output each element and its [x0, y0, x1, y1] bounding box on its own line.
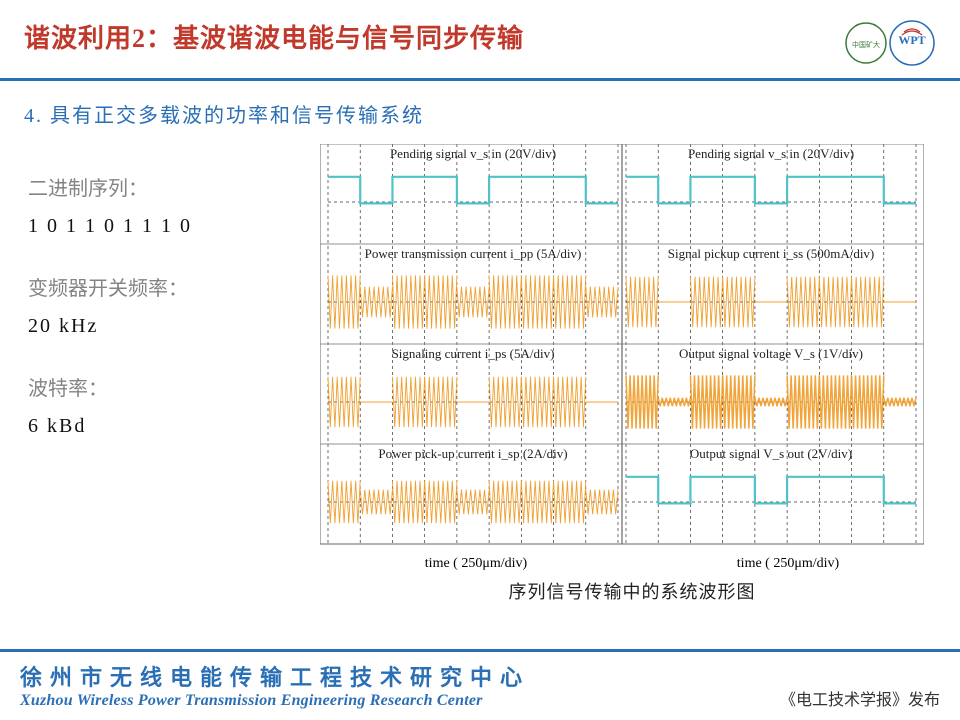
binary-value: 1 0 1 1 0 1 1 1 0: [28, 215, 308, 238]
footer-cn: 徐州市无线电能传输工程技术研究中心: [20, 660, 530, 692]
figure-caption: 序列信号传输中的系统波形图: [320, 578, 944, 604]
x-axis-right: time ( 250μm/div): [737, 556, 839, 572]
section-subtitle: 4. 具有正交多载波的功率和信号传输系统: [0, 81, 960, 134]
svg-text:Signaling current i_ps (5A/div: Signaling current i_ps (5A/div): [392, 346, 555, 361]
svg-text:Output signal voltage V_s (1V/: Output signal voltage V_s (1V/div): [679, 346, 863, 361]
svg-text:Output signal V_s out (2V/div): Output signal V_s out (2V/div): [690, 446, 852, 461]
baud-value: 6 kBd: [28, 415, 308, 438]
svg-text:Power pick-up current i_sp (2A: Power pick-up current i_sp (2A/div): [378, 446, 567, 461]
freq-value: 20 kHz: [28, 315, 308, 338]
x-axis-left: time ( 250μm/div): [425, 556, 527, 572]
parameters-column: 二进制序列： 1 0 1 1 0 1 1 1 0 变频器开关频率： 20 kHz…: [28, 144, 308, 604]
freq-label: 变频器开关频率：: [28, 272, 308, 301]
oscilloscope-figure: Pending signal v_s in (20V/div) Power tra…: [320, 144, 924, 552]
svg-text:中国矿大: 中国矿大: [852, 40, 880, 49]
svg-text:Pending signal v_s in (20V/div: Pending signal v_s in (20V/div): [688, 146, 854, 161]
logo-area: 中国矿大 WPT: [842, 18, 936, 68]
baud-label: 波特率：: [28, 372, 308, 401]
footer-en: Xuzhou Wireless Power Transmission Engin…: [20, 692, 530, 710]
footer-org: 徐州市无线电能传输工程技术研究中心 Xuzhou Wireless Power …: [20, 660, 530, 710]
svg-text:Power transmission current i_p: Power transmission current i_pp (5A/div): [365, 246, 582, 261]
logo-icon: 中国矿大 WPT: [842, 18, 936, 68]
page-title: 谐波利用2：基波谐波电能与信号同步传输: [24, 18, 524, 55]
footer-publisher: 《电工技术学报》发布: [780, 686, 940, 710]
svg-text:Signal pickup current i_ss (50: Signal pickup current i_ss (500mA/div): [668, 246, 875, 261]
binary-label: 二进制序列：: [28, 172, 308, 201]
svg-text:Pending signal v_s in (20V/div: Pending signal v_s in (20V/div): [390, 146, 556, 161]
